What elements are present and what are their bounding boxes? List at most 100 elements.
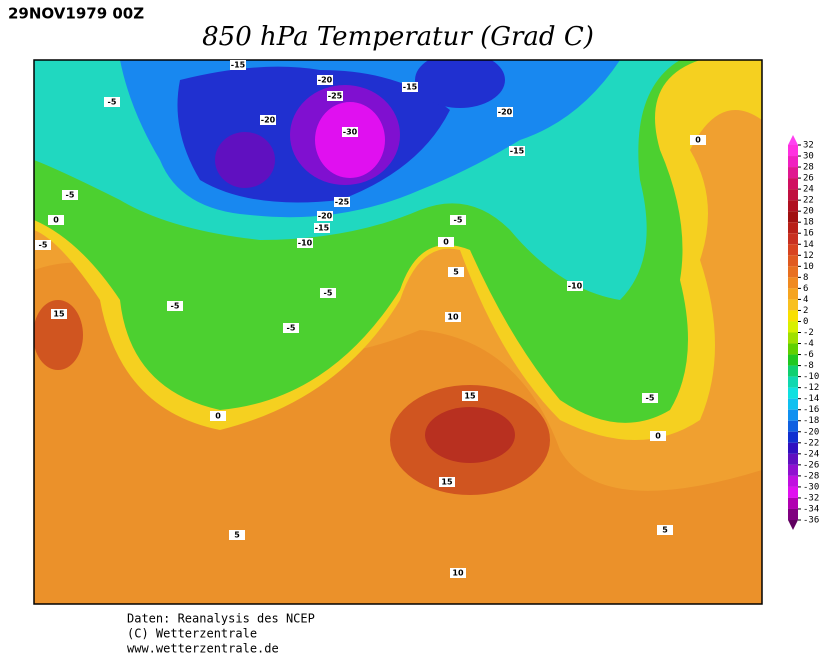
contour-label: 0 xyxy=(655,432,661,441)
colorbar: 32302826242220181614121086420-2-4-6-8-10… xyxy=(788,135,819,530)
colorbar-segment xyxy=(788,354,798,366)
colorbar-tick-label: 2 xyxy=(803,306,808,316)
contour-label: 15 xyxy=(441,478,453,487)
contour-label-bg xyxy=(509,146,525,156)
contour-label-bg xyxy=(104,97,120,107)
colorbar-tick-label: -34 xyxy=(803,504,819,514)
contour-label-bg xyxy=(260,115,276,125)
contour-label: -20 xyxy=(318,212,333,221)
contour-label-bg xyxy=(48,215,64,225)
colorbar-segment xyxy=(788,508,798,520)
colorbar-segment xyxy=(788,321,798,333)
contour-label: 0 xyxy=(53,216,59,225)
contour-label-bg xyxy=(35,240,51,250)
title: 850 hPa Temperatur (Grad C) xyxy=(202,22,594,52)
colorbar-tick-label: -4 xyxy=(803,339,814,349)
colorbar-segment xyxy=(788,398,798,410)
colorbar-tick-label: -26 xyxy=(803,460,819,470)
contour-label-bg xyxy=(650,431,666,441)
contour-label: -20 xyxy=(318,76,333,85)
colorbar-tick-label: -8 xyxy=(803,361,814,371)
contour-label-bg xyxy=(445,312,461,322)
colorbar-segment xyxy=(788,365,798,377)
contour-label-bg xyxy=(327,91,343,101)
contour-label-bg xyxy=(51,309,67,319)
footer-line: Daten: Reanalysis des NCEP xyxy=(127,612,315,626)
contour-label-bg xyxy=(229,530,245,540)
contour-label-bg xyxy=(642,393,658,403)
colorbar-tick-label: 0 xyxy=(803,317,808,327)
contour-label: 15 xyxy=(464,392,476,401)
colorbar-tick-label: -2 xyxy=(803,328,814,338)
colorbar-tick-label: -10 xyxy=(803,372,819,382)
colorbar-tick-label: -20 xyxy=(803,427,819,437)
contour-label-bg xyxy=(167,301,183,311)
contour-label: -5 xyxy=(39,241,48,250)
colorbar-tick-label: -14 xyxy=(803,394,819,404)
colorbar-tick-label: 10 xyxy=(803,262,814,272)
colorbar-segment xyxy=(788,299,798,311)
contour-label: 5 xyxy=(453,268,459,277)
contour-label-bg xyxy=(462,391,478,401)
colorbar-segment xyxy=(788,200,798,212)
colorbar-segment xyxy=(788,277,798,289)
contour-label-bg xyxy=(448,267,464,277)
contour-label: 5 xyxy=(234,531,240,540)
colorbar-tick-label: 16 xyxy=(803,229,814,239)
contour-label: -25 xyxy=(335,198,350,207)
colorbar-tick-label: -16 xyxy=(803,405,819,415)
colorbar-segment xyxy=(788,497,798,509)
colorbar-tick-label: -32 xyxy=(803,493,819,503)
contour-label: -20 xyxy=(261,116,276,125)
colorbar-segment xyxy=(788,453,798,465)
colorbar-segment xyxy=(788,255,798,267)
colorbar-segment xyxy=(788,266,798,278)
contour-label: -5 xyxy=(66,191,75,200)
contour-label: -15 xyxy=(403,83,418,92)
colorbar-tick-label: -18 xyxy=(803,416,819,426)
contour-label: -20 xyxy=(498,108,513,117)
colorbar-bottom xyxy=(788,520,798,530)
contour-label: -25 xyxy=(328,92,343,101)
colorbar-tick-label: -22 xyxy=(803,438,819,448)
contour-label: 5 xyxy=(662,526,668,535)
contour-label: 0 xyxy=(695,136,701,145)
colorbar-tick-label: 20 xyxy=(803,207,814,217)
colorbar-segment xyxy=(788,145,798,157)
colorbar-segment xyxy=(788,189,798,201)
colorbar-tick-label: 6 xyxy=(803,284,808,294)
contour-label: -15 xyxy=(231,61,246,70)
contour-label-bg xyxy=(690,135,706,145)
date-label: 29NOV1979 00Z xyxy=(8,5,144,23)
contour-label-bg xyxy=(320,288,336,298)
colorbar-segment xyxy=(788,442,798,454)
contour-label-bg xyxy=(438,237,454,247)
colorbar-tick-label: 26 xyxy=(803,174,814,184)
contour-label: 15 xyxy=(53,310,65,319)
contour-label: 10 xyxy=(447,313,459,322)
colorbar-tick-label: 22 xyxy=(803,196,814,206)
contour-label-bg xyxy=(567,281,583,291)
colorbar-tick-label: -12 xyxy=(803,383,819,393)
map-frame xyxy=(33,59,763,605)
colorbar-segment xyxy=(788,310,798,322)
contour-label-bg xyxy=(283,323,299,333)
colorbar-segment xyxy=(788,156,798,168)
contour-label: -5 xyxy=(171,302,180,311)
colorbar-tick-label: 4 xyxy=(803,295,808,305)
colorbar-tick-label: -28 xyxy=(803,471,819,481)
contour-label: 10 xyxy=(452,569,464,578)
contour-label: -5 xyxy=(324,289,333,298)
colorbar-segment xyxy=(788,222,798,234)
contour-label-bg xyxy=(210,411,226,421)
colorbar-segment xyxy=(788,420,798,432)
contour-label-bg xyxy=(230,60,246,70)
colorbar-segment xyxy=(788,332,798,344)
contour-label: -10 xyxy=(568,282,583,291)
contour-label: -5 xyxy=(454,216,463,225)
contour-label-bg xyxy=(342,127,358,137)
colorbar-segment xyxy=(788,376,798,388)
contour-label-bg xyxy=(497,107,513,117)
contour-labels: -15-20-15-5-25-20-30-200-15-5-25-20-150-… xyxy=(35,60,706,578)
